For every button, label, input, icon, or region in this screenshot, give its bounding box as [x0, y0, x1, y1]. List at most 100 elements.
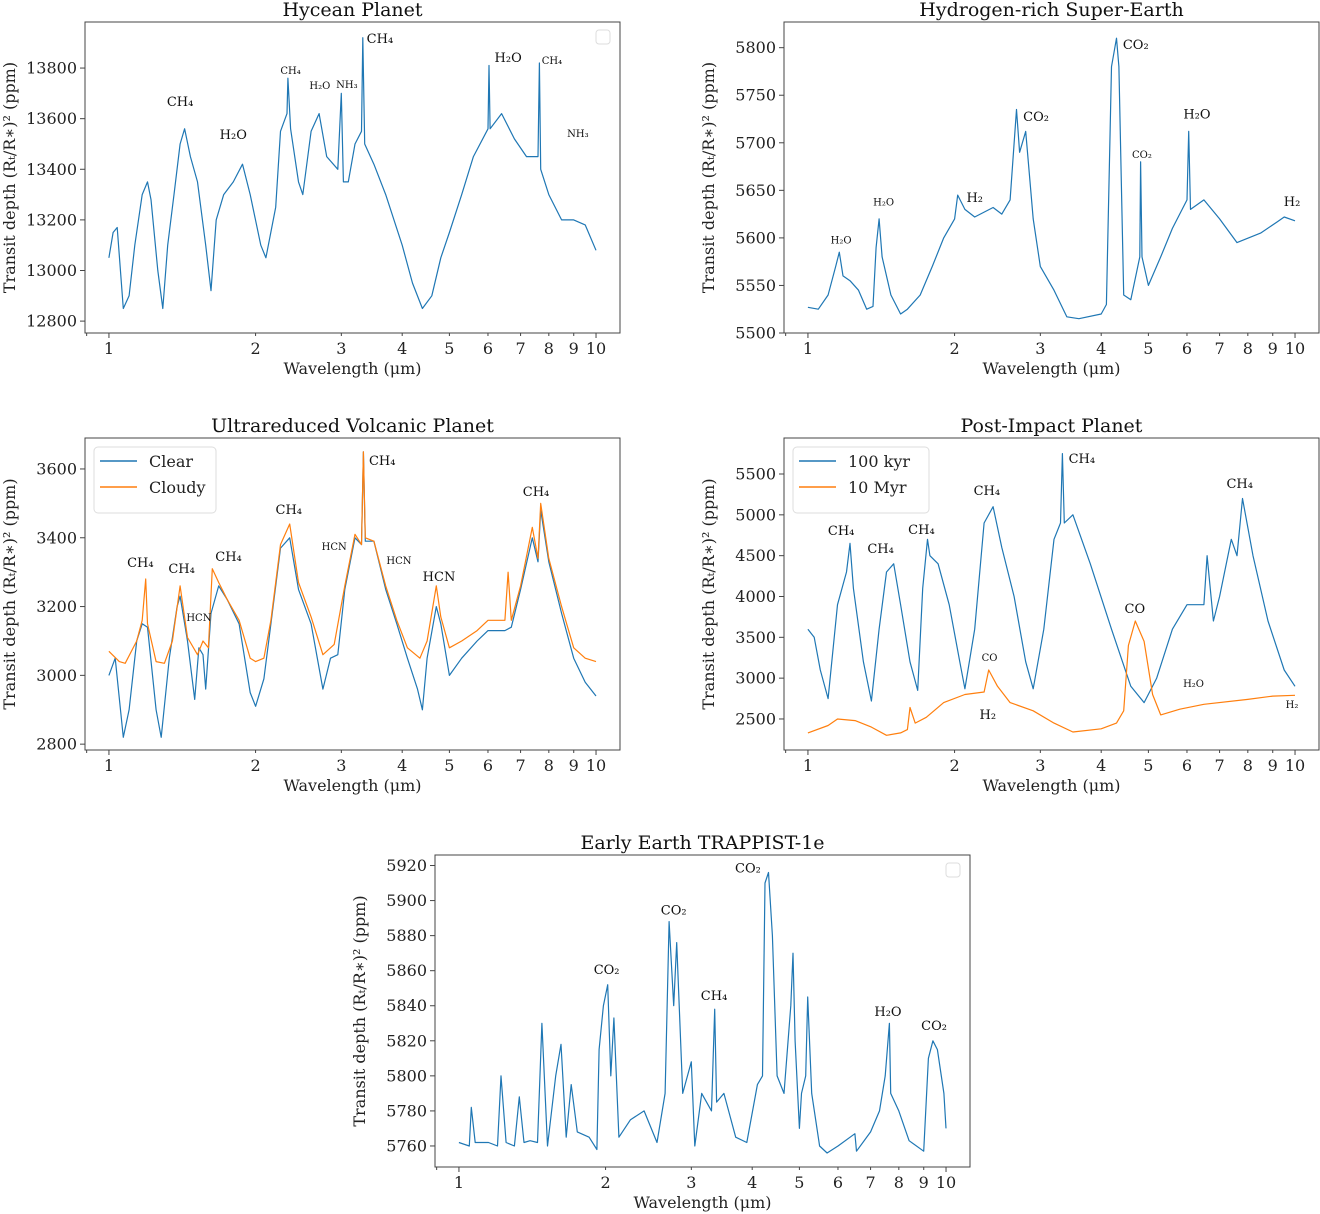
x-tick-label: 9: [1268, 756, 1278, 775]
series-line-0: [807, 37, 1296, 320]
x-tick-label: 5: [794, 1173, 804, 1192]
x-tick-label: 7: [515, 756, 525, 775]
legend-entry-clear: Clear: [149, 452, 193, 471]
y-tick-label: 12800: [26, 312, 77, 331]
y-axis-label: Transit depth (Rₜ/R∗)² (ppm): [699, 478, 718, 709]
series-line-100-kyr: [807, 453, 1296, 704]
panel-hydrogen-rich-super-earth: Hydrogen-rich Super-Earth 1 2 3 4 5 6 7 8 9 10 5500…: [699, 0, 1320, 378]
x-tick-label: 7: [865, 1173, 875, 1192]
empty-legend-box: [595, 29, 611, 45]
x-axis-label: Wavelength (μm): [982, 359, 1120, 378]
annotation-label: CO₂: [735, 861, 761, 876]
y-tick-label: 5500: [735, 324, 776, 343]
legend: 100 kyr 10 Myr: [792, 446, 930, 514]
annotation-label: H₂O: [1183, 679, 1204, 690]
x-tick-label: 5: [1143, 339, 1153, 358]
y-tick-label: 5550: [735, 276, 776, 295]
annotation-label: H₂: [1284, 195, 1301, 210]
y-tick-label: 5820: [386, 1031, 427, 1050]
x-tick-label: 2: [250, 756, 260, 775]
y-tick-label: 3000: [735, 669, 776, 688]
x-tick-label: 4: [747, 1173, 757, 1192]
x-tick-label: 10: [1285, 339, 1305, 358]
x-tick-label: 7: [515, 339, 525, 358]
annotation-label: H₂O: [220, 128, 247, 143]
series-line-0: [458, 871, 947, 1154]
x-tick-label: 4: [1096, 339, 1106, 358]
plot-area-frame: [783, 21, 1320, 334]
x-tick-label: 9: [569, 339, 579, 358]
x-axis-label: Wavelength (μm): [283, 776, 421, 795]
x-tick-label: 10: [1285, 756, 1305, 775]
panel-hycean-planet: Hycean Planet 1 2 3 4 5 6 7 8 9 10 12800 13000 13200 1…: [0, 0, 621, 378]
annotation-label: H₂: [1286, 700, 1299, 711]
y-axis-label: Transit depth (Rₜ/R∗)² (ppm): [0, 62, 19, 293]
annotation-label: H₂O: [874, 1005, 901, 1020]
y-tick-label: 5600: [735, 228, 776, 247]
annotation-label: H₂: [966, 191, 983, 206]
x-tick-label: 5: [444, 756, 454, 775]
annotation-label: H₂O: [495, 51, 522, 66]
annotation-label: HCN: [322, 542, 347, 553]
annotation-label: CH₄: [523, 485, 550, 500]
x-tick-label: 1: [104, 756, 114, 775]
legend-box: [792, 446, 930, 514]
y-tick-label: 13000: [26, 261, 77, 280]
y-axis-label: Transit depth (Rₜ/R∗)² (ppm): [350, 895, 369, 1126]
x-tick-label: 6: [483, 756, 493, 775]
annotation-label: CH₄: [168, 562, 195, 577]
x-tick-label: 8: [1243, 756, 1253, 775]
annotation-label: CH₄: [167, 95, 194, 110]
y-tick-label: 13600: [26, 109, 77, 128]
x-axis-label: Wavelength (μm): [283, 359, 421, 378]
y-tick-label: 13400: [26, 160, 77, 179]
annotation-label: CO₂: [921, 1019, 947, 1034]
x-tick-label: 6: [1182, 339, 1192, 358]
y-tick-label: 4000: [735, 587, 776, 606]
series-line-10-myr: [807, 620, 1296, 736]
y-tick-label: 2500: [735, 709, 776, 728]
x-tick-label: 3: [1035, 756, 1045, 775]
legend-entry-100-kyr: 100 kyr: [848, 452, 910, 471]
x-axis-label: Wavelength (μm): [982, 776, 1120, 795]
annotation-label: CH₄: [908, 523, 935, 538]
annotation-label: CH₄: [974, 484, 1001, 499]
x-tick-label: 3: [336, 339, 346, 358]
x-tick-label: 9: [1268, 339, 1278, 358]
x-tick-label: 10: [586, 339, 606, 358]
legend-entry-10-myr: 10 Myr: [848, 478, 907, 497]
annotation-label: CH₄: [542, 56, 562, 67]
y-tick-label: 5800: [735, 38, 776, 57]
annotation-label: HCN: [423, 570, 456, 585]
x-tick-label: 1: [803, 339, 813, 358]
annotation-label: CH₄: [367, 32, 394, 47]
y-tick-label: 5760: [386, 1136, 427, 1155]
annotation-label: H₂O: [1183, 107, 1210, 122]
y-tick-label: 3600: [36, 459, 77, 478]
legend: [945, 862, 961, 878]
annotation-label: CH₄: [701, 989, 728, 1004]
y-tick-label: 3200: [36, 597, 77, 616]
x-tick-label: 8: [894, 1173, 904, 1192]
y-tick-label: 5800: [386, 1066, 427, 1085]
x-tick-label: 6: [1182, 756, 1192, 775]
legend: Clear Cloudy: [93, 446, 217, 514]
x-tick-label: 6: [483, 339, 493, 358]
x-tick-label: 2: [949, 339, 959, 358]
x-tick-label: 1: [454, 1173, 464, 1192]
y-tick-label: 5000: [735, 505, 776, 524]
legend: [595, 29, 611, 45]
chart-title: Hydrogen-rich Super-Earth: [919, 0, 1183, 21]
annotation-label: NH₃: [567, 129, 588, 140]
y-tick-label: 5840: [386, 996, 427, 1015]
y-tick-label: 5650: [735, 181, 776, 200]
x-tick-label: 4: [397, 756, 407, 775]
x-tick-label: 4: [397, 339, 407, 358]
annotation-label: CH₄: [828, 524, 855, 539]
annotation-label: CH₄: [127, 556, 154, 571]
annotation-label: CH₄: [1226, 477, 1253, 492]
legend-box: [93, 446, 217, 514]
x-tick-label: 9: [919, 1173, 929, 1192]
legend-entry-cloudy: Cloudy: [149, 478, 206, 497]
panel-post-impact-planet: Post-Impact Planet 1 2 3 4 5 6 7 8 9 10 2500 3000 350…: [699, 415, 1320, 795]
